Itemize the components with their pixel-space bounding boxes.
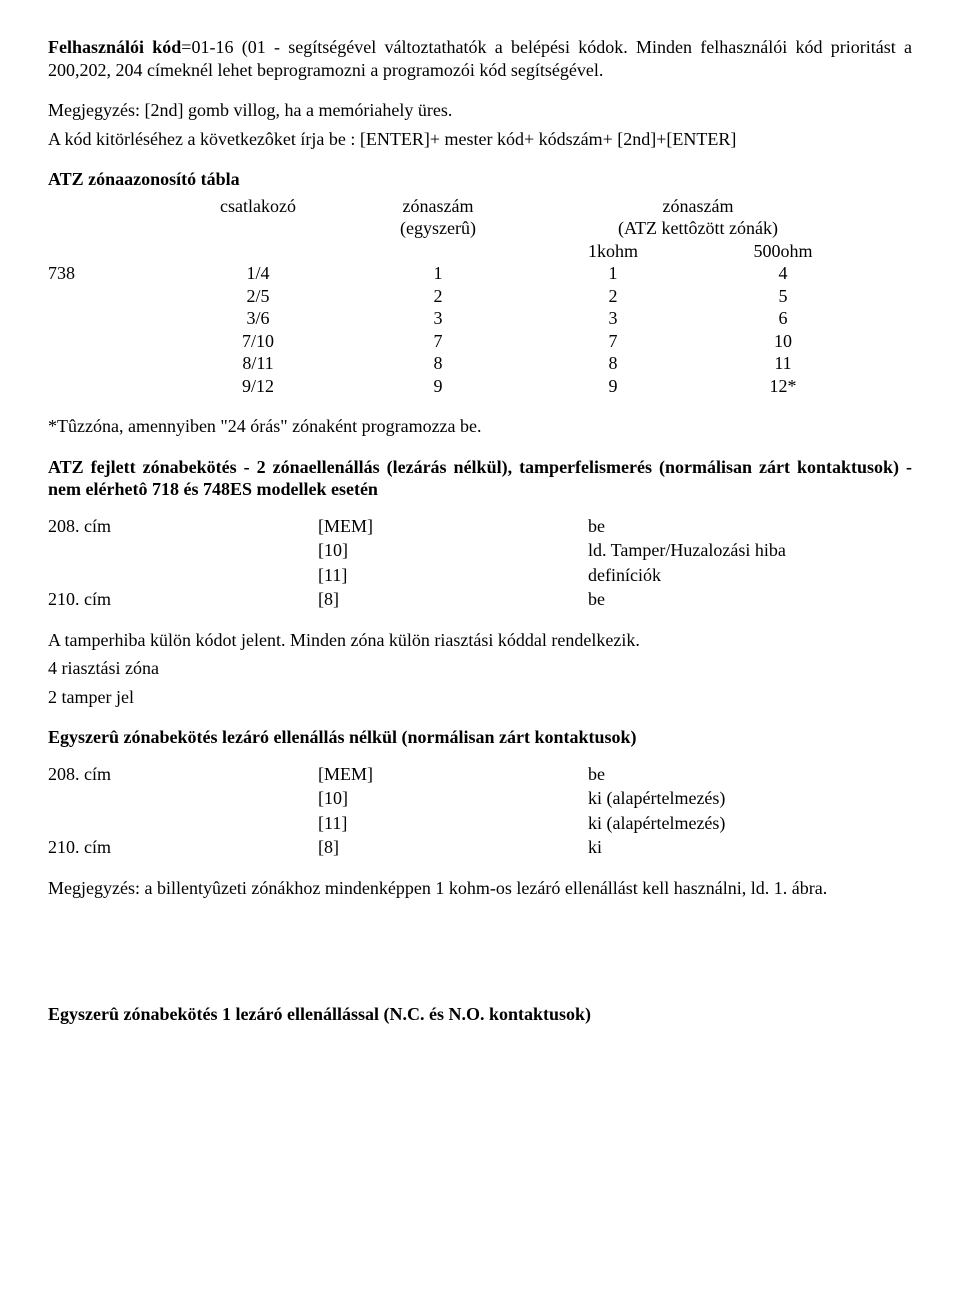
zone-cell: 7	[528, 330, 698, 353]
zone-cell: 8	[528, 352, 698, 375]
user-code-label: Felhasználói kód	[48, 37, 181, 57]
zone-cell: 11	[698, 352, 868, 375]
note-block-2: Megjegyzés: a billentyûzeti zónákhoz min…	[48, 877, 912, 900]
zone-cell: 5	[698, 285, 868, 308]
simple-val: ki (alapértelmezés)	[588, 812, 912, 835]
zone-cell: 2	[528, 285, 698, 308]
zone-cell: 8/11	[168, 352, 348, 375]
atz-key: [8]	[318, 588, 588, 611]
atz-addr: 210. cím	[48, 588, 318, 611]
zone-cell: 1	[528, 262, 698, 285]
zone-cell: 1/4	[168, 262, 348, 285]
fire-zone-note: *Tûzzóna, amennyiben "24 órás" zónaként …	[48, 415, 912, 438]
intro-paragraph: Felhasználói kód=01-16 (01 - segítségéve…	[48, 36, 912, 81]
zone-cell: 12*	[698, 375, 868, 398]
zone-cell: 6	[698, 307, 868, 330]
zone-cell: 2/5	[168, 285, 348, 308]
atz-section-title: ATZ fejlett zónabekötés - 2 zónaellenáll…	[48, 456, 912, 501]
atz-val: definíciók	[588, 564, 912, 587]
zone-cell: 9	[528, 375, 698, 398]
zone-cell: 3/6	[168, 307, 348, 330]
simple-val: ki (alapértelmezés)	[588, 787, 912, 810]
zone-cell: 10	[698, 330, 868, 353]
zone-left-label: 738	[48, 262, 168, 285]
atz-val: ld. Tamper/Huzalozási hiba	[588, 539, 912, 562]
bottom-section-title: Egyszerû zónabekötés 1 lezáró ellenállás…	[48, 1003, 912, 1026]
zone-hdr-zonaszam: zónaszám	[348, 195, 528, 218]
zone-hdr-zonaszam2: zónaszám	[528, 195, 868, 218]
atz-rows: 208. cím[MEM]be [10]ld. Tamper/Huzalozás…	[48, 515, 912, 611]
zone-cell: 8	[348, 352, 528, 375]
simple-key: [MEM]	[318, 763, 588, 786]
atz-val: be	[588, 588, 912, 611]
zone-cell: 3	[528, 307, 698, 330]
zone-cell: 9/12	[168, 375, 348, 398]
zone-cell: 7/10	[168, 330, 348, 353]
atz-key: [10]	[318, 539, 588, 562]
zone-cell: 7	[348, 330, 528, 353]
zone-unit-500: 500ohm	[698, 240, 868, 263]
zone-cell: 4	[698, 262, 868, 285]
atz-addr	[48, 564, 318, 587]
simple-addr: 210. cím	[48, 836, 318, 859]
zone-cell: 2	[348, 285, 528, 308]
simple-key: [8]	[318, 836, 588, 859]
zone-hdr-csatlakozo: csatlakozó	[168, 195, 348, 218]
tamper-block: A tamperhiba külön kódot jelent. Minden …	[48, 629, 912, 709]
atz-addr: 208. cím	[48, 515, 318, 538]
note1-line1: Megjegyzés: [2nd] gomb villog, ha a memó…	[48, 99, 912, 122]
zone-unit-1k: 1kohm	[528, 240, 698, 263]
zone-sub-atz: (ATZ kettôzött zónák)	[528, 217, 868, 240]
note1-line2: A kód kitörléséhez a következôket írja b…	[48, 128, 912, 151]
simple-val: be	[588, 763, 912, 786]
simple-key: [10]	[318, 787, 588, 810]
simple-addr	[48, 787, 318, 810]
simple-addr: 208. cím	[48, 763, 318, 786]
tamper-line1: A tamperhiba külön kódot jelent. Minden …	[48, 629, 912, 652]
atz-key: [MEM]	[318, 515, 588, 538]
simple-val: ki	[588, 836, 912, 859]
atz-val: be	[588, 515, 912, 538]
tamper-line3: 2 tamper jel	[48, 686, 912, 709]
note-block-1: Megjegyzés: [2nd] gomb villog, ha a memó…	[48, 99, 912, 150]
zone-sub-simple: (egyszerû)	[348, 217, 528, 240]
atz-key: [11]	[318, 564, 588, 587]
simple-rows: 208. cím[MEM]be [10]ki (alapértelmezés) …	[48, 763, 912, 859]
simple-addr	[48, 812, 318, 835]
simple-key: [11]	[318, 812, 588, 835]
atz-addr	[48, 539, 318, 562]
zone-table: csatlakozó zónaszám zónaszám (egyszerû) …	[48, 195, 912, 398]
tamper-line2: 4 riasztási zóna	[48, 657, 912, 680]
zone-section-title: ATZ zónaazonosító tábla	[48, 168, 912, 191]
zone-cell: 1	[348, 262, 528, 285]
zone-cell: 3	[348, 307, 528, 330]
zone-cell: 9	[348, 375, 528, 398]
simple-section-title: Egyszerû zónabekötés lezáró ellenállás n…	[48, 726, 912, 749]
